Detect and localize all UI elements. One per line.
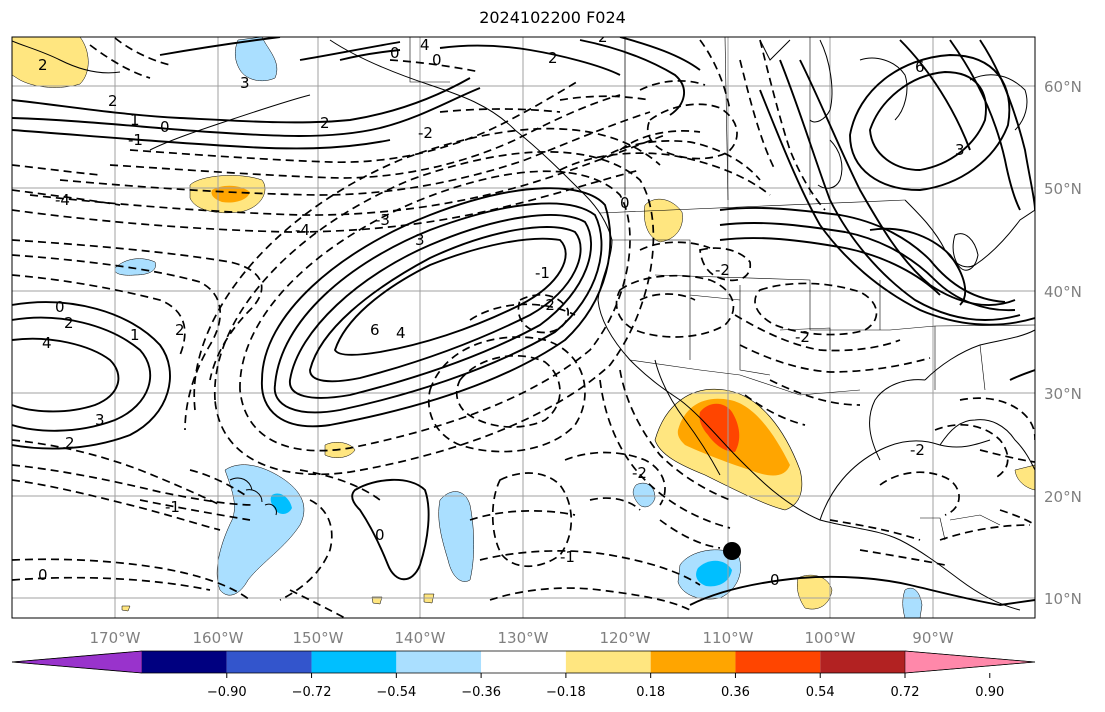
lat-label: 20°N [1044, 488, 1082, 506]
contour-label: 0 [38, 566, 48, 584]
lat-label: 30°N [1044, 385, 1082, 403]
contour-label: 0 [160, 118, 170, 136]
colorbar-segment [650, 651, 736, 673]
contour-label: -1 [535, 264, 550, 282]
negative-contours [12, 37, 1035, 618]
colorbar [11, 650, 1036, 674]
contour-label: -2 [715, 261, 730, 279]
colorbar-tick-label: 0.90 [975, 685, 1004, 700]
contour-label: -1 [128, 131, 143, 149]
contour-label: 3 [95, 411, 105, 429]
longitude-labels: 170°W 160°W 150°W 140°W 130°W 120°W 110°… [90, 629, 954, 647]
contour-label: -2 [418, 124, 433, 142]
contour-label: -4 [55, 191, 70, 209]
colorbar-extend-high [904, 650, 1036, 674]
contour-label: 2 [175, 321, 185, 339]
contour-label: -3 [375, 211, 390, 229]
colorbar-segment [565, 651, 651, 673]
colorbar-segment [735, 651, 821, 673]
contour-label: 2 [108, 92, 118, 110]
contour-label: 3 [955, 141, 965, 159]
lon-label: 170°W [90, 629, 141, 647]
contour-label: 6 [915, 58, 925, 76]
lon-label: 140°W [395, 629, 446, 647]
contour-label: 0 [375, 526, 385, 544]
contour-label: 4 [420, 36, 430, 54]
colorbar-segment [396, 651, 482, 673]
contour-label: 2 [64, 314, 74, 332]
contour-label: -1 [165, 498, 180, 516]
plot-frame [11, 36, 1036, 619]
lat-label: 40°N [1044, 283, 1082, 301]
contour-label: 0 [390, 44, 400, 62]
contour-label: 0 [432, 51, 442, 69]
contour-label: 2 [598, 28, 608, 46]
colorbar-segment [820, 651, 905, 673]
lat-label: 50°N [1044, 180, 1082, 198]
contour-label: 2 [65, 434, 75, 452]
contour-label: 2 [548, 49, 558, 67]
colorbar-tick-label: 0.36 [721, 685, 750, 700]
lon-label: 150°W [293, 629, 344, 647]
contour-label: 4 [396, 324, 406, 342]
contour-label: 0 [770, 571, 780, 589]
contour-label: -4 [295, 221, 310, 239]
colorbar-tick-label: 0.72 [891, 685, 920, 700]
colorbar-tick-label: −0.72 [292, 685, 332, 700]
contour-label: 2 [320, 114, 330, 132]
colorbar-tick-label: 0.54 [806, 685, 835, 700]
location-marker [723, 542, 741, 560]
colorbar-tick-label: −0.18 [546, 685, 586, 700]
shaded-anomaly-regions [12, 37, 1035, 618]
contour-label: 3 [240, 74, 250, 92]
colorbar-segment [226, 651, 312, 673]
lon-label: 120°W [600, 629, 651, 647]
contour-label: 4 [42, 334, 52, 352]
colorbar-segment [142, 651, 227, 673]
lat-label: 10°N [1044, 590, 1082, 608]
lon-label: 100°W [805, 629, 856, 647]
colorbar-tick-label: 0.18 [636, 685, 665, 700]
colorbar-extend-low [11, 650, 143, 674]
lon-label: 110°W [703, 629, 754, 647]
contour-label: 1 [130, 326, 140, 344]
colorbar-segment [311, 651, 397, 673]
contour-labels: 2 0 3 2 1 0 -1 2 4 -4 -2 0 2 6 4 3 2 1 0… [38, 28, 965, 589]
colorbar-outline [11, 650, 1036, 674]
lon-label: 130°W [498, 629, 549, 647]
latitude-labels: 60°N 50°N 40°N 30°N 20°N 10°N [1044, 78, 1082, 608]
colorbar-tick-label: −0.90 [207, 685, 247, 700]
lon-label: 160°W [193, 629, 244, 647]
lon-label: 90°W [912, 629, 954, 647]
political-borders [409, 37, 1035, 541]
contour-label: -2 [795, 328, 810, 346]
map-title: 2024102200 F024 [479, 8, 626, 27]
contour-label: 1 [130, 111, 140, 129]
colorbar-tick-label: −0.54 [376, 685, 416, 700]
contour-label: -2 [910, 441, 925, 459]
contour-label: -2 [540, 296, 555, 314]
contour-label: -2 [632, 464, 647, 482]
contour-label: 2 [38, 56, 48, 74]
contour-label: 0 [55, 298, 65, 316]
contours [12, 37, 1035, 606]
mexico-positive-core [699, 403, 740, 452]
colorbar-tick-label: −0.36 [461, 685, 501, 700]
contour-label: 6 [370, 321, 380, 339]
lat-label: 60°N [1044, 78, 1082, 96]
colorbar-ticks: −0.90 −0.72 −0.54 −0.36 −0.18 0.18 0.36 0.54 0.7… [207, 673, 1004, 700]
contour-label: -1 [560, 548, 575, 566]
contour-label: 3 [415, 231, 425, 249]
contour-label: 0 [620, 194, 630, 212]
colorbar-segment [481, 651, 566, 673]
